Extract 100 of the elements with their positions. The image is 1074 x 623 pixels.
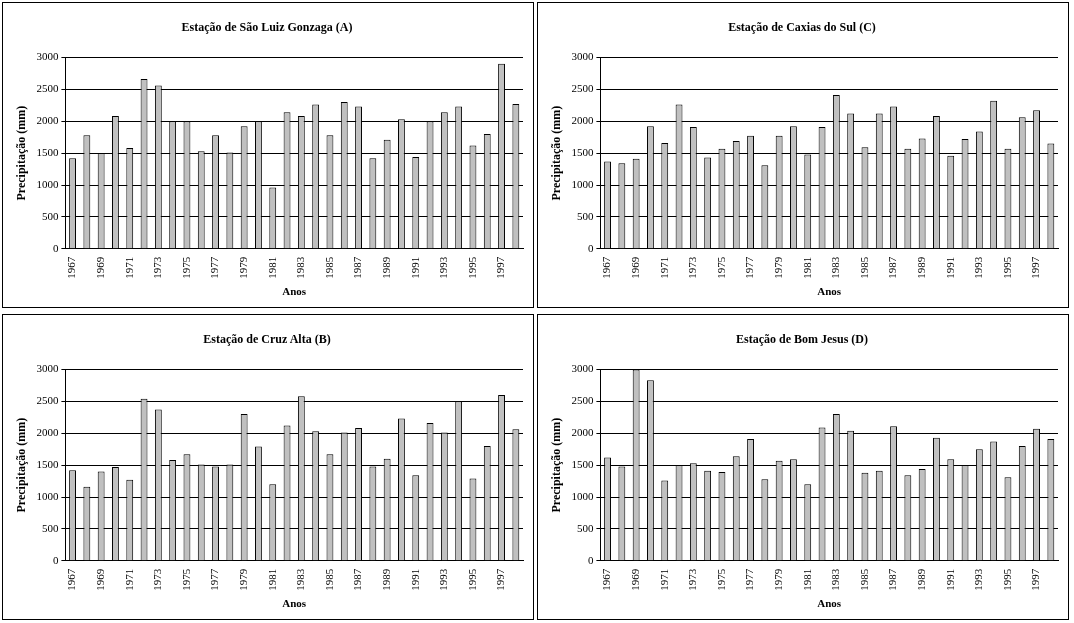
x-axis-title: Anos — [817, 597, 842, 610]
x-tick-label: 1995 — [465, 256, 478, 279]
chart-title: Estação de Bom Jesus (D) — [736, 332, 868, 347]
y-tick-label: 1000 — [36, 177, 59, 190]
x-tick-label: 1975 — [179, 568, 192, 591]
x-tick-label: 1971 — [122, 568, 135, 591]
y-tick-label: 500 — [41, 209, 59, 222]
x-axis-title: Anos — [282, 597, 307, 610]
y-axis-title: Precipitação (mm) — [14, 105, 29, 201]
x-tick-label: 1973 — [151, 256, 164, 279]
y-tick-label: 1000 — [36, 489, 59, 502]
y-tick-label: 1500 — [36, 457, 59, 470]
x-tick-label: 1993 — [972, 568, 985, 591]
x-tick-label: 1981 — [265, 568, 278, 591]
x-tick-label: 1987 — [886, 568, 899, 591]
x-tick-label: 1979 — [772, 568, 785, 591]
y-tick-label: 500 — [576, 209, 594, 222]
y-axis-title: Precipitação (mm) — [14, 417, 29, 513]
x-tick-label: 1991 — [408, 256, 421, 279]
x-tick-label: 1971 — [657, 256, 670, 279]
x-tick-label: 1977 — [208, 568, 221, 591]
y-tick-label: 1000 — [571, 177, 594, 190]
y-tick-label: 2500 — [36, 82, 59, 95]
x-tick-label: 1983 — [829, 256, 842, 279]
x-tick-label: 1985 — [857, 256, 870, 279]
x-tick-label: 1969 — [94, 256, 107, 279]
y-tick-label: 0 — [52, 553, 59, 566]
x-tick-label: 1989 — [915, 568, 928, 591]
y-tick-label: 3000 — [571, 362, 594, 375]
y-tick-label: 2500 — [36, 394, 59, 407]
x-tick-label: 1977 — [743, 256, 756, 279]
x-tick-label: 1991 — [943, 256, 956, 279]
y-tick-label: 1500 — [36, 145, 59, 158]
x-tick-label: 1969 — [629, 256, 642, 279]
y-tick-label: 500 — [41, 521, 59, 534]
x-tick-label: 1983 — [829, 568, 842, 591]
x-tick-label: 1971 — [122, 256, 135, 279]
x-tick-label: 1989 — [915, 256, 928, 279]
x-tick-label: 1979 — [772, 256, 785, 279]
y-tick-label: 0 — [52, 241, 59, 254]
x-tick-label: 1969 — [94, 568, 107, 591]
x-tick-label: 1981 — [265, 256, 278, 279]
y-axis-title: Precipitação (mm) — [549, 105, 564, 201]
x-tick-label: 1979 — [237, 256, 250, 279]
x-tick-label: 1969 — [629, 568, 642, 591]
x-tick-label: 1997 — [494, 256, 507, 279]
y-tick-label: 2000 — [36, 114, 59, 127]
x-tick-label: 1975 — [714, 568, 727, 591]
y-tick-label: 1500 — [571, 457, 594, 470]
x-tick-label: 1977 — [208, 256, 221, 279]
x-tick-label: 1967 — [65, 568, 78, 591]
x-tick-label: 1989 — [380, 568, 393, 591]
x-tick-label: 1973 — [151, 568, 164, 591]
chart-title: Estação de Caxias do Sul (C) — [728, 20, 876, 35]
x-tick-label: 1993 — [972, 256, 985, 279]
y-tick-label: 2500 — [571, 394, 594, 407]
y-tick-label: 1000 — [571, 489, 594, 502]
x-tick-label: 1995 — [1000, 256, 1013, 279]
chart-title: Estação de São Luiz Gonzaga (A) — [181, 20, 353, 35]
x-tick-label: 1989 — [380, 256, 393, 279]
x-tick-label: 1975 — [714, 256, 727, 279]
y-tick-label: 0 — [587, 553, 594, 566]
x-tick-label: 1985 — [857, 568, 870, 591]
x-tick-label: 1977 — [743, 568, 756, 591]
chart-title: Estação de Cruz Alta (B) — [203, 332, 331, 347]
x-tick-label: 1997 — [1029, 256, 1042, 279]
x-tick-label: 1971 — [657, 568, 670, 591]
x-tick-label: 1985 — [322, 568, 335, 591]
x-tick-label: 1993 — [437, 256, 450, 279]
x-axis-title: Anos — [817, 285, 842, 298]
x-tick-label: 1967 — [600, 568, 613, 591]
y-tick-label: 2000 — [571, 426, 594, 439]
y-axis-title: Precipitação (mm) — [549, 417, 564, 513]
x-tick-label: 1987 — [351, 568, 364, 591]
x-tick-label: 1991 — [943, 568, 956, 591]
x-tick-label: 1985 — [322, 256, 335, 279]
y-tick-label: 1500 — [571, 145, 594, 158]
x-tick-label: 1967 — [65, 256, 78, 279]
x-tick-label: 1991 — [408, 568, 421, 591]
x-tick-label: 1997 — [494, 568, 507, 591]
x-tick-label: 1981 — [800, 568, 813, 591]
x-tick-label: 1973 — [686, 256, 699, 279]
y-tick-label: 500 — [576, 521, 594, 534]
x-tick-label: 1987 — [351, 256, 364, 279]
x-tick-label: 1983 — [294, 256, 307, 279]
x-tick-label: 1997 — [1029, 568, 1042, 591]
x-tick-label: 1983 — [294, 568, 307, 591]
x-tick-label: 1979 — [237, 568, 250, 591]
x-tick-label: 1993 — [437, 568, 450, 591]
x-tick-label: 1981 — [800, 256, 813, 279]
x-axis-title: Anos — [282, 285, 307, 298]
y-tick-label: 3000 — [571, 50, 594, 63]
x-tick-label: 1973 — [686, 568, 699, 591]
y-tick-label: 3000 — [36, 362, 59, 375]
x-tick-label: 1995 — [1000, 568, 1013, 591]
y-tick-label: 3000 — [36, 50, 59, 63]
y-tick-label: 0 — [587, 241, 594, 254]
x-tick-label: 1987 — [886, 256, 899, 279]
x-tick-label: 1967 — [600, 256, 613, 279]
x-tick-label: 1975 — [179, 256, 192, 279]
